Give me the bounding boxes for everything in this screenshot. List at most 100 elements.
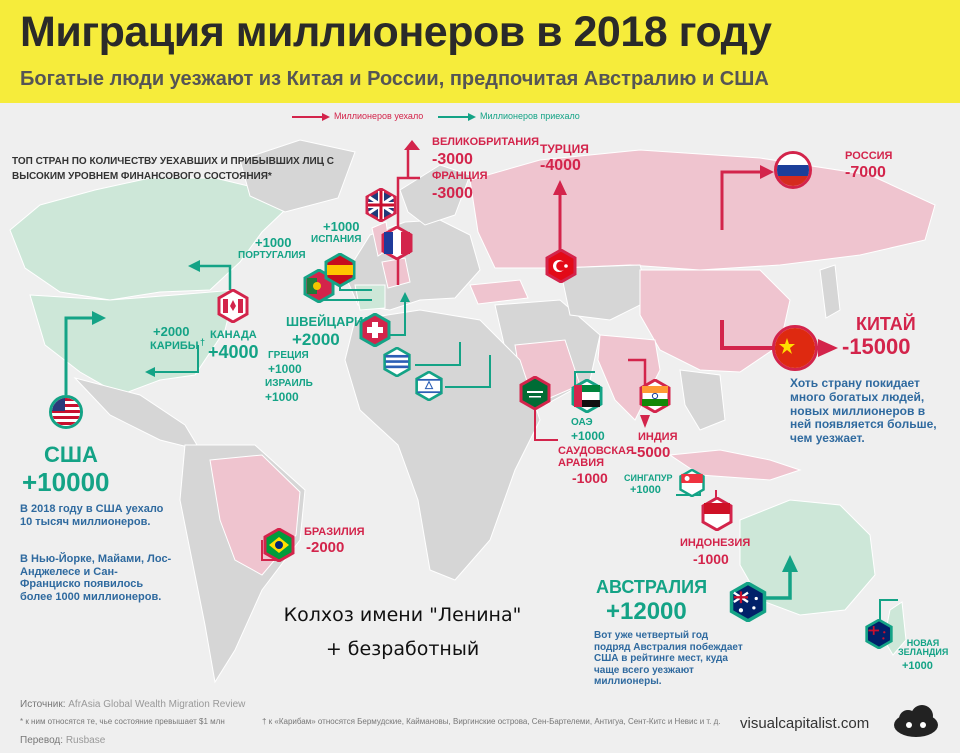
saudi-name: САУДОВСКАЯ АРАВИЯ — [558, 445, 634, 469]
brand-name: visualcapitalist.com — [740, 715, 870, 732]
region-turkey — [469, 279, 529, 305]
france-value: -3000 — [432, 185, 473, 202]
legend-inflow-arrowhead — [468, 113, 476, 121]
region-central-asia — [559, 264, 651, 321]
usa-value: +10000 — [22, 467, 110, 497]
newzealand-value: +1000 — [902, 660, 933, 672]
singapore-value: +1000 — [630, 484, 661, 496]
overlay-caption-line-1: Колхоз имени "Ленина" — [283, 604, 522, 626]
caribbean-mark: † — [200, 337, 206, 347]
australia-name: АВСТРАЛИЯ — [596, 577, 708, 597]
region-canada — [9, 177, 286, 301]
source-label: Источник: — [20, 699, 66, 710]
page-title: Миграция миллионеров в 2018 году — [20, 8, 772, 56]
usa-name: США — [44, 442, 98, 467]
australia-value: +12000 — [606, 598, 687, 625]
caribbean-inflow-arrowhead — [145, 367, 155, 377]
greece-inflow-arrow — [415, 342, 461, 366]
canada-value: +4000 — [208, 342, 259, 362]
france-flag-icon — [380, 225, 414, 261]
china-flag-icon — [772, 325, 818, 371]
israel-inflow-arrow — [445, 355, 491, 388]
brazil-flag-icon — [262, 527, 296, 563]
canada-flag-icon — [216, 288, 250, 324]
page-subtitle: Богатые люди уезжают из Китая и России, … — [20, 68, 769, 90]
israel-value: +1000 — [265, 390, 299, 404]
usa-note-1: В 2018 году в США уехало 10 тысяч миллио… — [20, 503, 164, 528]
caribbean-value: +2000 — [153, 324, 190, 339]
caribbean-footnote: † к «Карибам» относятся Бермудские, Кайм… — [262, 717, 721, 726]
region-china — [639, 269, 791, 373]
uk-outflow-arrowhead — [404, 140, 420, 150]
translation-label: Перевод: — [20, 735, 64, 746]
world-map-area: Миллионеров уехало Миллионеров приехало … — [0, 103, 960, 753]
region-greenland — [239, 139, 356, 213]
region-iberia — [354, 284, 386, 311]
uae-inflow-arrow — [574, 371, 595, 385]
switzerland-inflow-arrowhead — [400, 292, 410, 302]
saudi-outflow-arrow — [534, 410, 558, 441]
india-outflow-arrowhead — [640, 415, 650, 428]
switzerland-flag-icon — [358, 312, 392, 348]
brazil-value: -2000 — [306, 539, 345, 556]
singapore-name: СИНГАПУР — [624, 473, 673, 483]
saudi-flag-icon — [518, 375, 552, 411]
usa-flag-icon — [49, 395, 83, 429]
russia-outflow-arrow — [720, 170, 760, 230]
brazil-name: БРАЗИЛИЯ — [304, 526, 365, 538]
caribbean-name: КАРИБЫ — [150, 340, 199, 352]
greece-name: ГРЕЦИЯ — [268, 350, 309, 361]
uae-flag-icon — [570, 378, 604, 414]
portugal-value: +1000 — [255, 235, 292, 250]
usa-note-2: В Нью-Йорке, Майами, Лос-Анджелесе и Сан… — [20, 553, 172, 603]
canada-inflow-arrowhead — [188, 260, 200, 272]
spain-name: ИСПАНИЯ — [311, 234, 362, 245]
australia-note: Вот уже четвертый год подряд Австралия п… — [594, 630, 743, 687]
india-name: ИНДИЯ — [638, 431, 678, 443]
translation-value: Rusbase — [65, 735, 106, 746]
india-outflow-arrow — [628, 358, 647, 395]
turkey-outflow-arrowhead — [553, 180, 567, 195]
uk-name: ВЕЛИКОБРИТАНИЯ — [432, 136, 540, 148]
newzealand-inflow-arrow — [879, 599, 898, 620]
translation-line: Перевод: Rusbase — [20, 735, 105, 746]
overlay-caption-line-2: + безработный — [325, 638, 480, 660]
indonesia-flag-icon — [700, 496, 734, 532]
source-value: AfrAsia Global Wealth Migration Review — [68, 699, 246, 710]
caribbean-inflow-arrow — [155, 345, 199, 373]
china-outflow-arrowhead — [818, 339, 838, 357]
legend-outflow-label: Миллионеров уехало — [334, 111, 424, 121]
cloud-logo-icon — [890, 703, 942, 743]
switzerland-value: +2000 — [292, 330, 340, 349]
region-russia — [469, 149, 936, 271]
saudi-value: -1000 — [572, 470, 608, 486]
spain-flag-icon — [323, 252, 357, 288]
usa-inflow-arrowhead — [92, 311, 106, 325]
region-japan — [819, 264, 841, 319]
greece-flag-icon — [382, 346, 412, 378]
region-africa — [344, 309, 541, 581]
australia-inflow-arrowhead — [782, 555, 798, 572]
spain-value: +1000 — [323, 219, 360, 234]
uk-value: -3000 — [432, 151, 473, 168]
legend-outflow-arrowhead — [322, 113, 330, 121]
newzealand-name: НОВАЯ ЗЕЛАНДИЯ — [898, 638, 949, 658]
usa-inflow-arrow — [64, 316, 92, 395]
newzealand-flag-icon — [864, 618, 894, 650]
singapore-flag-icon — [678, 468, 706, 498]
uae-value: +1000 — [571, 429, 605, 443]
china-name: КИТАЙ — [856, 314, 916, 334]
region-scandinavia — [399, 164, 471, 226]
greece-value: +1000 — [268, 362, 302, 376]
uae-name: ОАЭ — [571, 417, 593, 428]
china-note: Хоть страну покидает много богатых людей… — [790, 376, 937, 446]
legend-inflow-label: Миллионеров приехало — [480, 111, 580, 121]
uk-flag-icon — [364, 187, 398, 223]
russia-value: -7000 — [845, 164, 886, 181]
russia-name: РОССИЯ — [845, 150, 893, 162]
israel-name: ИЗРАИЛЬ — [265, 378, 313, 389]
turkey-name: ТУРЦИЯ — [540, 142, 589, 156]
intro-text: ТОП СТРАН ПО КОЛИЧЕСТВУ УЕХАВШИХ И ПРИБЫ… — [12, 156, 334, 182]
indonesia-value: -1000 — [693, 551, 729, 567]
region-usa — [29, 289, 236, 396]
